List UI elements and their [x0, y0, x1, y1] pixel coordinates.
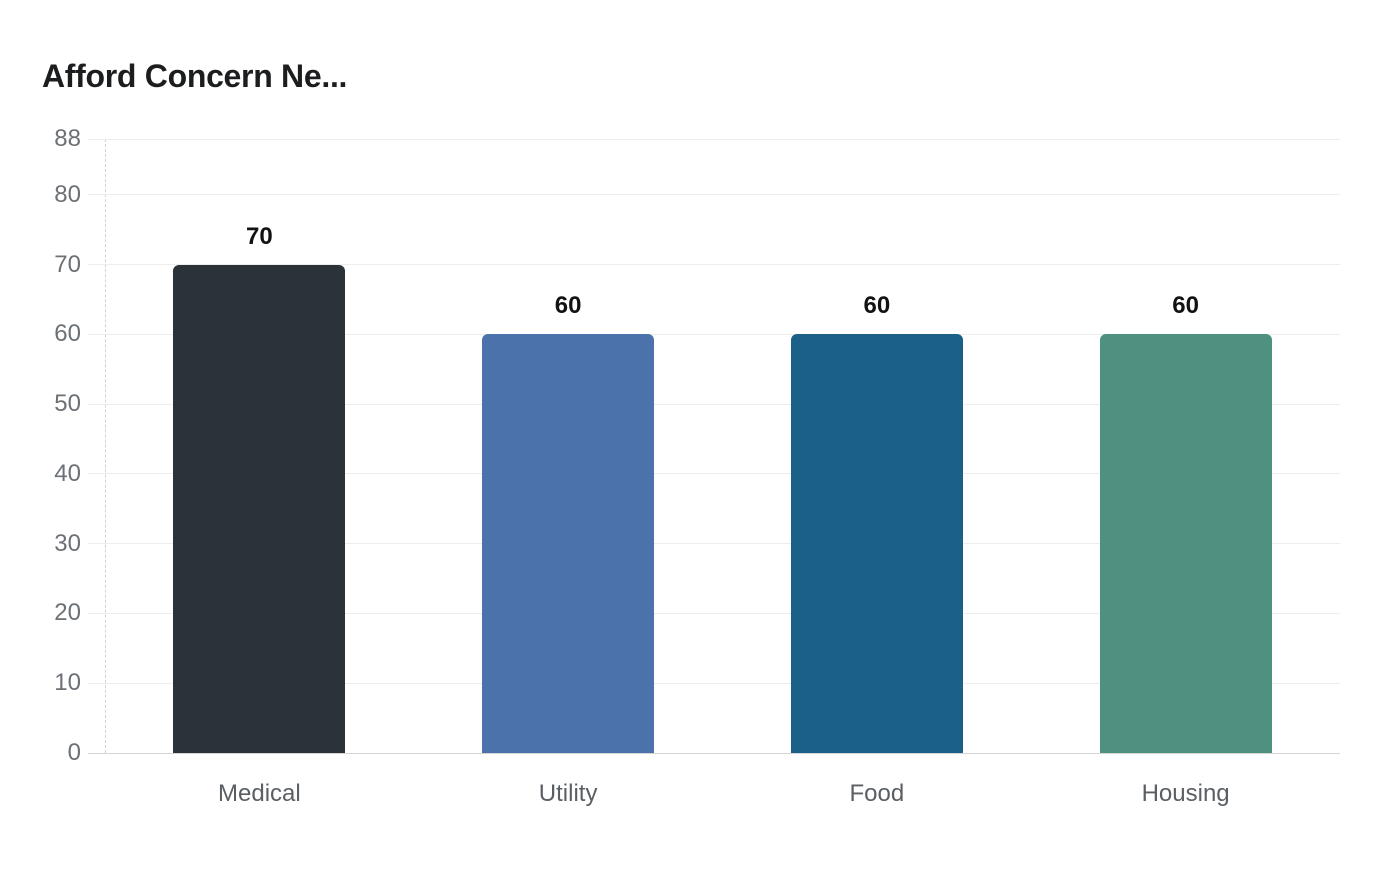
y-tick-label: 80 — [54, 180, 81, 208]
gridline — [88, 682, 1340, 684]
gridline — [88, 403, 1340, 405]
y-tick-label: 30 — [54, 529, 81, 557]
x-category-label: Food — [849, 780, 905, 807]
y-tick-label: 50 — [54, 390, 81, 418]
gridline — [88, 543, 1340, 545]
y-axis-dashed-line — [105, 139, 106, 753]
bar-food — [790, 334, 963, 753]
bar-housing — [1099, 334, 1272, 753]
bar-value-label: 70 — [246, 222, 273, 250]
gridline — [88, 194, 1340, 196]
gridline — [88, 138, 1340, 140]
bar-utility — [482, 334, 655, 753]
gridline — [88, 264, 1340, 266]
y-tick-label: 0 — [67, 739, 81, 766]
bar-value-label: 60 — [554, 292, 582, 320]
chart-title: Afford Concern Ne... — [42, 58, 348, 94]
bar-value-label: 60 — [1172, 292, 1199, 320]
y-tick-label: 88 — [54, 125, 81, 152]
plot-area: 0 10 20 30 40 50 60 70 80 88 70 Medical 60 Utility 60 F… — [54, 127, 1340, 806]
y-tick-label: 40 — [54, 459, 81, 487]
x-category-label: Housing — [1141, 780, 1230, 807]
y-tick-label: 70 — [54, 250, 81, 278]
y-tick-label: 10 — [54, 669, 81, 697]
gridline — [88, 473, 1340, 475]
bar-value-label: 60 — [863, 292, 891, 320]
gridline — [88, 333, 1340, 335]
gridline — [88, 612, 1340, 614]
x-category-label: Utility — [538, 780, 598, 807]
y-tick-label: 60 — [54, 320, 81, 348]
y-tick-label: 20 — [54, 599, 81, 627]
bar-medical — [173, 264, 346, 753]
x-category-label: Medical — [218, 780, 301, 807]
x-axis-baseline — [88, 752, 1340, 754]
